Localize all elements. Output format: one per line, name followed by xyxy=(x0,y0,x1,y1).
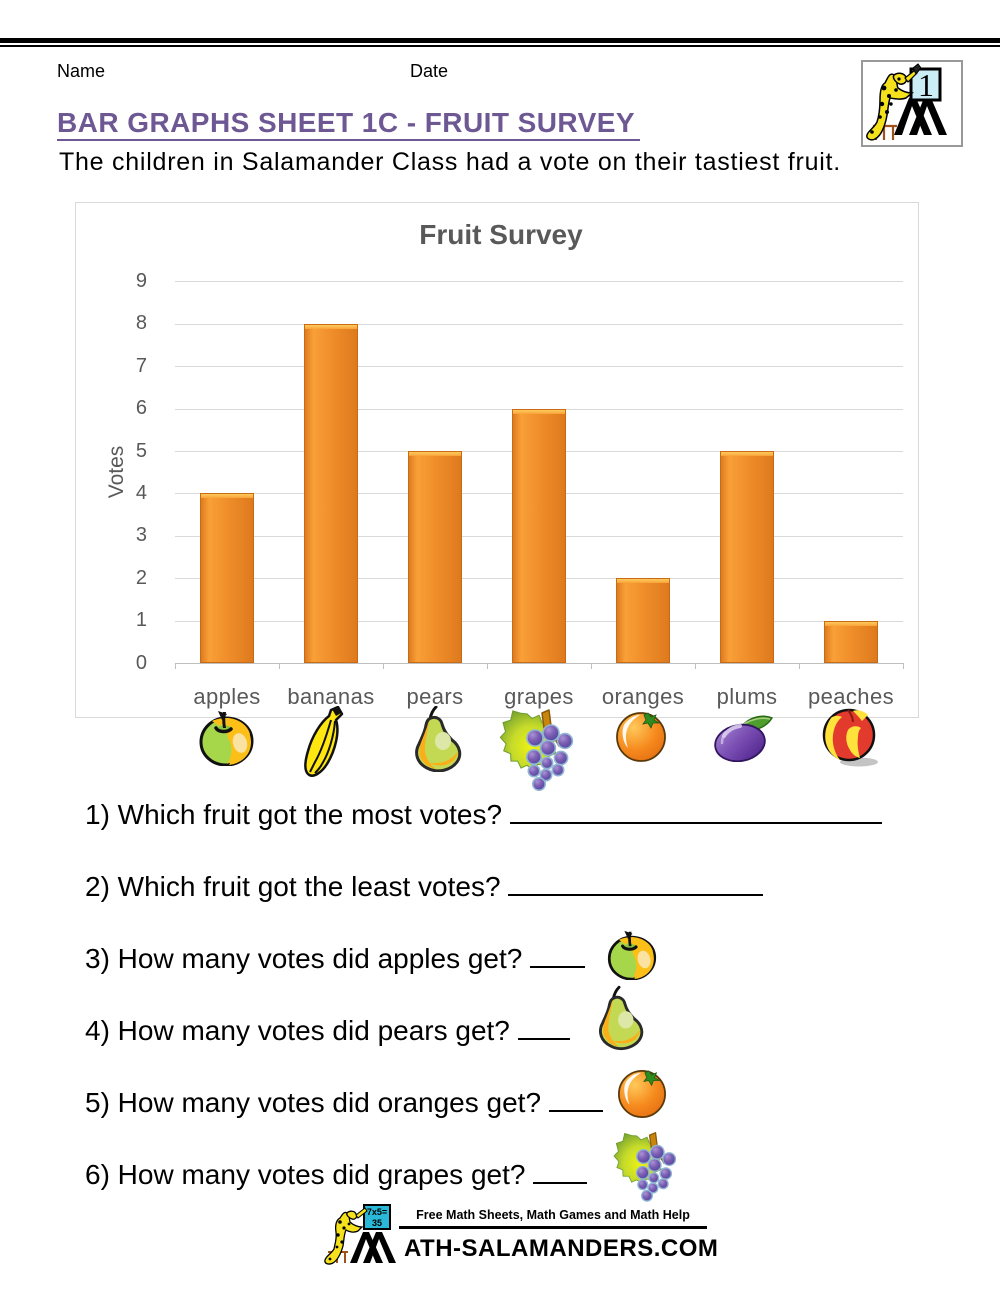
svg-text:7x5=: 7x5= xyxy=(367,1207,387,1217)
svg-text:1: 1 xyxy=(918,67,934,103)
svg-text:35: 35 xyxy=(372,1218,382,1228)
